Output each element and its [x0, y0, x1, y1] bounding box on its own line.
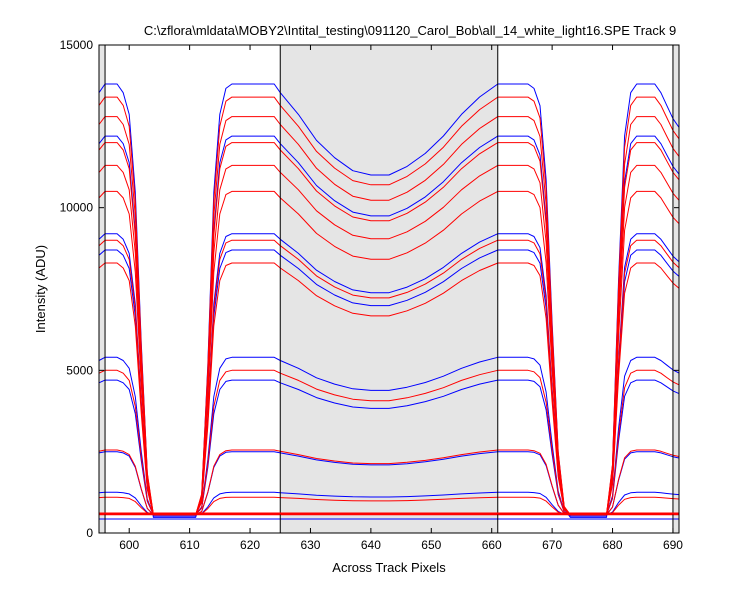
shaded-regions	[99, 45, 679, 533]
plot-frame	[98, 44, 680, 534]
y-tick-label-0: 0	[86, 526, 93, 540]
x-tick-label-1: 610	[180, 538, 200, 552]
x-tick-label-0: 600	[119, 538, 139, 552]
shaded-region-1	[280, 45, 498, 533]
x-tick-label-9: 690	[663, 538, 683, 552]
boundary-lines	[104, 45, 674, 533]
axes-frame	[98, 44, 680, 534]
y-tick-label-2: 10000	[60, 201, 94, 215]
y-axis-label: Intensity (ADU)	[33, 245, 48, 333]
shaded-region-0	[99, 45, 106, 533]
y-tick-label-1: 5000	[66, 363, 93, 377]
x-tick-label-7: 670	[542, 538, 562, 552]
tick-marks	[99, 44, 679, 534]
x-tick-label-8: 680	[603, 538, 623, 552]
y-tick-label-3: 15000	[60, 38, 94, 52]
x-tick-label-5: 650	[421, 538, 441, 552]
x-tick-label-6: 660	[482, 538, 502, 552]
curves	[98, 83, 680, 520]
x-tick-label-4: 640	[361, 538, 381, 552]
x-tick-label-3: 630	[300, 538, 320, 552]
series-line-blue-1	[98, 135, 680, 517]
series-line-blue-0	[98, 83, 680, 518]
shaded-region-2	[672, 45, 679, 533]
x-axis-label: Across Track Pixels	[332, 560, 446, 575]
chart-title: C:\zflora\mldata\MOBY2\Intital_testing\0…	[144, 23, 676, 38]
x-tick-label-2: 620	[240, 538, 260, 552]
